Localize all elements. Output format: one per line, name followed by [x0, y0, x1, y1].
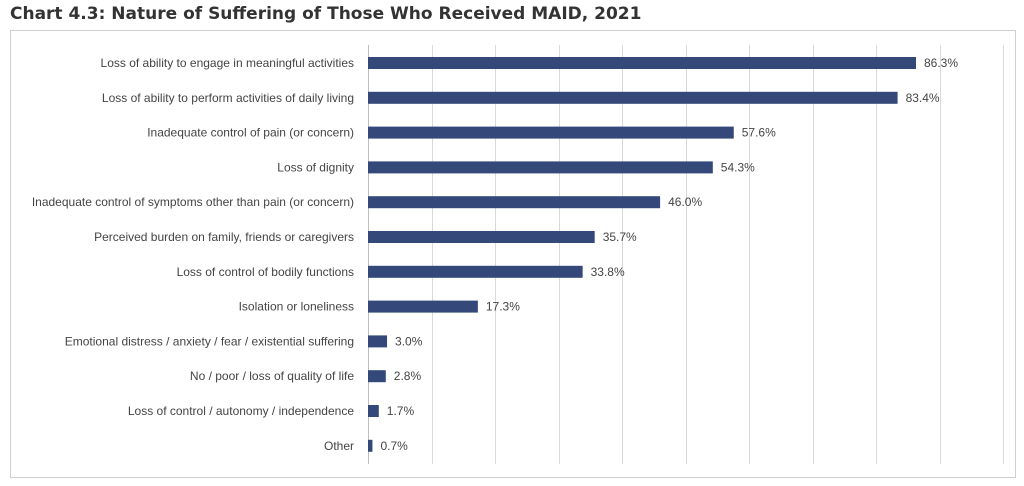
bar: [368, 439, 373, 452]
bar: [368, 300, 478, 313]
bar: [368, 265, 583, 278]
data-label: 54.3%: [721, 160, 755, 174]
bar-layer: [368, 57, 917, 452]
bar: [368, 91, 898, 104]
bar: [368, 231, 595, 243]
bar: [368, 335, 388, 348]
bar: [368, 405, 379, 417]
data-label: 46.0%: [668, 195, 702, 209]
bar: [368, 57, 917, 69]
category-label: Inadequate control of symptoms other tha…: [32, 195, 354, 209]
category-label: Perceived burden on family, friends or c…: [94, 230, 354, 244]
chart-frame: [10, 30, 1016, 478]
data-label: 57.6%: [742, 126, 776, 140]
bar: [368, 126, 734, 139]
label-layer: Loss of ability to engage in meaningful …: [32, 56, 959, 453]
grid-layer: [368, 45, 1004, 464]
data-label: 86.3%: [924, 56, 958, 70]
category-label: Emotional distress / anxiety / fear / ex…: [65, 334, 354, 348]
bar: [368, 161, 713, 174]
chart-title: Chart 4.3: Nature of Suffering of Those …: [10, 4, 642, 24]
bar: [368, 370, 386, 383]
data-label: 3.0%: [395, 334, 423, 348]
category-label: Inadequate control of pain (or concern): [147, 126, 354, 140]
data-label: 35.7%: [603, 230, 637, 244]
category-label: No / poor / loss of quality of life: [190, 369, 354, 383]
category-label: Other: [324, 439, 354, 453]
category-label: Loss of dignity: [277, 160, 354, 174]
category-label: Loss of ability to perform activities of…: [102, 91, 354, 105]
data-label: 0.7%: [380, 439, 408, 453]
category-label: Isolation or loneliness: [239, 300, 354, 314]
bar: [368, 196, 661, 209]
data-label: 2.8%: [394, 369, 422, 383]
category-label: Loss of control / autonomy / independenc…: [128, 404, 354, 418]
data-label: 83.4%: [906, 91, 940, 105]
category-label: Loss of control of bodily functions: [177, 265, 354, 279]
data-label: 33.8%: [591, 265, 625, 279]
category-label: Loss of ability to engage in meaningful …: [101, 56, 354, 70]
data-label: 1.7%: [387, 404, 415, 418]
data-label: 17.3%: [486, 300, 520, 314]
